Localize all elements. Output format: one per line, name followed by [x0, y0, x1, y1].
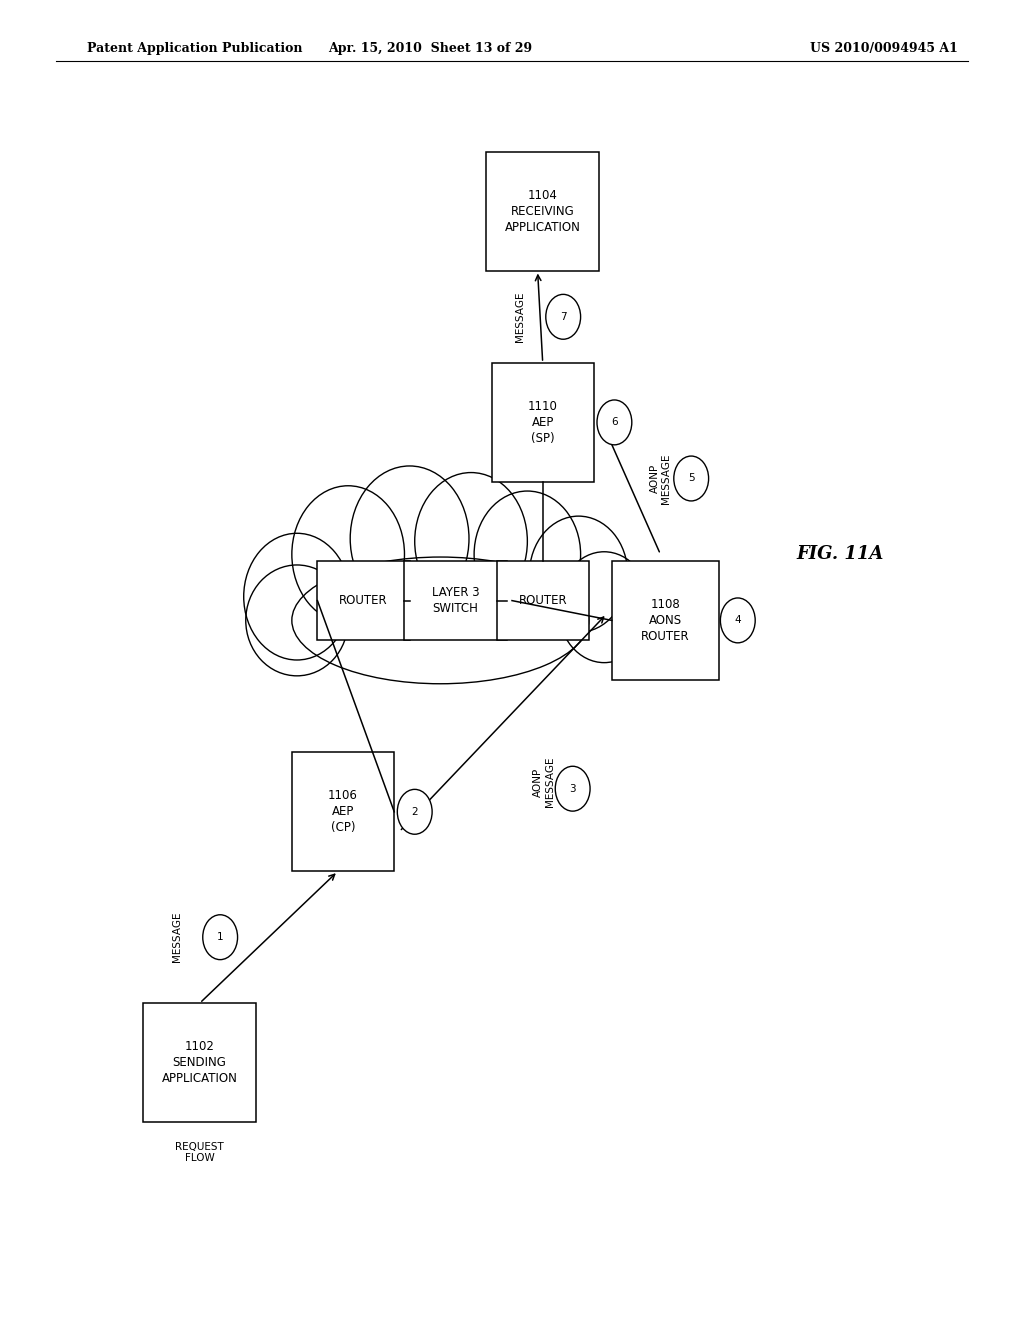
- Bar: [292, 752, 394, 871]
- Ellipse shape: [244, 533, 350, 660]
- Circle shape: [397, 789, 432, 834]
- Text: US 2010/0094945 A1: US 2010/0094945 A1: [810, 42, 957, 55]
- Text: 1108
AONS
ROUTER: 1108 AONS ROUTER: [641, 598, 690, 643]
- Text: ROUTER: ROUTER: [339, 594, 388, 607]
- Ellipse shape: [474, 491, 581, 618]
- Bar: [612, 561, 719, 680]
- Bar: [143, 1003, 256, 1122]
- Bar: [492, 363, 594, 482]
- Text: REQUEST
FLOW: REQUEST FLOW: [175, 1142, 224, 1163]
- Ellipse shape: [292, 557, 589, 684]
- Bar: [317, 561, 410, 640]
- Circle shape: [555, 766, 590, 810]
- Text: LAYER 3
SWITCH: LAYER 3 SWITCH: [432, 586, 479, 615]
- Text: 1110
AEP
(SP): 1110 AEP (SP): [527, 400, 558, 445]
- Circle shape: [546, 294, 581, 339]
- Circle shape: [597, 400, 632, 445]
- Text: MESSAGE: MESSAGE: [172, 912, 182, 962]
- Text: 2: 2: [412, 807, 418, 817]
- Text: 6: 6: [611, 417, 617, 428]
- Ellipse shape: [350, 466, 469, 611]
- Text: 1: 1: [217, 932, 223, 942]
- Text: 1104
RECEIVING
APPLICATION: 1104 RECEIVING APPLICATION: [505, 189, 581, 234]
- Circle shape: [203, 915, 238, 960]
- Ellipse shape: [292, 486, 404, 623]
- Text: ROUTER: ROUTER: [518, 594, 567, 607]
- Text: 5: 5: [688, 474, 694, 483]
- Text: 1102
SENDING
APPLICATION: 1102 SENDING APPLICATION: [162, 1040, 238, 1085]
- Text: 3: 3: [569, 784, 575, 793]
- Text: Apr. 15, 2010  Sheet 13 of 29: Apr. 15, 2010 Sheet 13 of 29: [328, 42, 532, 55]
- Text: AONP
MESSAGE: AONP MESSAGE: [534, 756, 555, 808]
- Circle shape: [721, 598, 756, 643]
- Bar: [404, 561, 507, 640]
- Text: 1106
AEP
(CP): 1106 AEP (CP): [328, 789, 358, 834]
- Text: 7: 7: [560, 312, 566, 322]
- Ellipse shape: [558, 552, 650, 663]
- Ellipse shape: [415, 473, 527, 610]
- Ellipse shape: [246, 565, 348, 676]
- Text: MESSAGE: MESSAGE: [515, 292, 525, 342]
- Bar: [497, 561, 589, 640]
- Bar: [486, 152, 599, 271]
- Text: 4: 4: [734, 615, 741, 626]
- Circle shape: [674, 455, 709, 500]
- Text: FIG. 11A: FIG. 11A: [796, 545, 884, 564]
- Text: Patent Application Publication: Patent Application Publication: [87, 42, 302, 55]
- Text: AONP
MESSAGE: AONP MESSAGE: [649, 453, 672, 504]
- Ellipse shape: [529, 516, 628, 632]
